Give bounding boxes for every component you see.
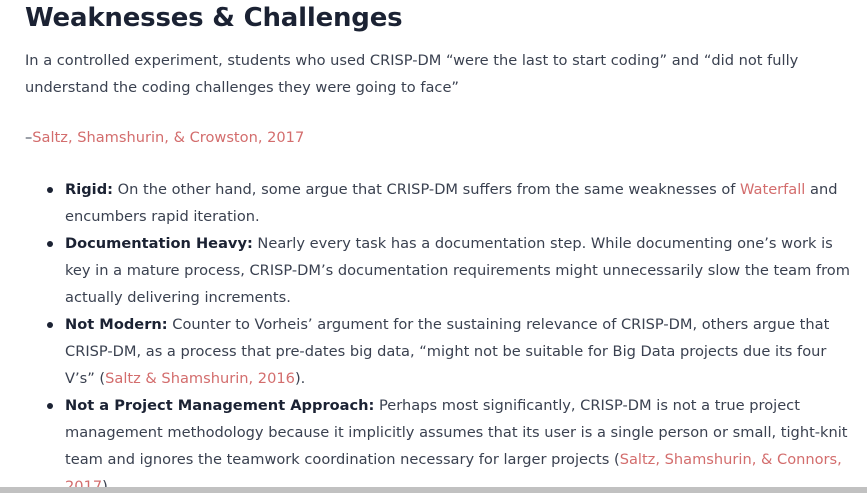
list-item-not-modern: Not Modern: Counter to Vorheis’ argument… (47, 311, 855, 392)
item-text-after: and encumbers rapid iteration. (65, 181, 838, 225)
list-item-not-pm-approach: Not a Project Management Approach: Perha… (47, 392, 855, 487)
horizontal-scrollbar[interactable] (0, 487, 867, 493)
item-title: Rigid: (65, 181, 113, 198)
item-text-after: ). (294, 370, 306, 387)
saltz-2016-link[interactable]: Saltz & Shamshurin, 2016 (105, 370, 295, 387)
list-item-rigid: Rigid: On the other hand, some argue tha… (47, 176, 855, 230)
item-title: Documentation Heavy: (65, 235, 253, 252)
saltz-2017-link[interactable]: Saltz, Shamshurin, & Connors, 2017 (65, 451, 842, 487)
item-title: Not Modern: (65, 316, 168, 333)
item-text: Counter to Vorheis’ argument for the sus… (65, 316, 830, 387)
scrollbar-thumb[interactable] (0, 487, 867, 493)
item-text: Nearly every task has a documentation st… (65, 235, 850, 306)
item-text-after: ). (102, 478, 113, 487)
quote-body: In a controlled experiment, students who… (25, 52, 799, 96)
item-text: Perhaps most significantly, CRISP-DM is … (65, 397, 848, 468)
section-heading: Weaknesses & Challenges (25, 3, 403, 33)
item-text: On the other hand, some argue that CRISP… (112, 181, 741, 198)
list-item-documentation-heavy: Documentation Heavy: Nearly every task h… (47, 230, 855, 311)
weakness-list: Rigid: On the other hand, some argue tha… (44, 176, 855, 487)
quote-text: In a controlled experiment, students who… (25, 47, 835, 101)
quote-citation: –Saltz, Shamshurin, & Crowston, 2017 (25, 124, 304, 151)
citation-link[interactable]: Saltz, Shamshurin, & Crowston, 2017 (32, 129, 305, 146)
item-title: Not a Project Management Approach: (65, 397, 375, 414)
citation-dash: – (25, 129, 33, 146)
waterfall-link[interactable]: Waterfall (740, 181, 806, 198)
